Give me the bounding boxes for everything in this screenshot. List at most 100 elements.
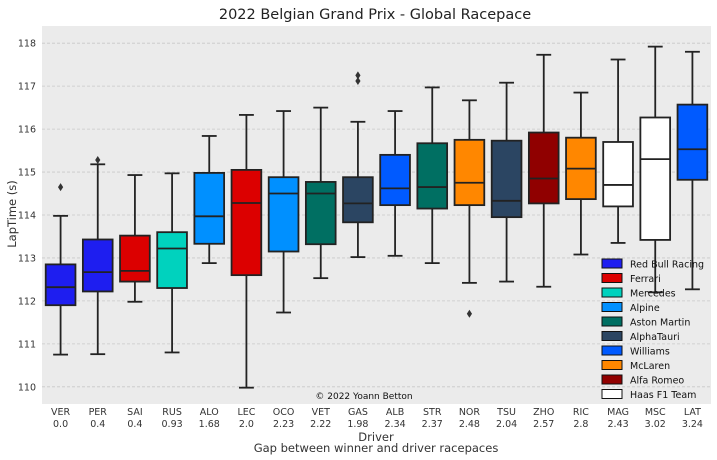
box (602, 141, 634, 208)
box-msc (639, 45, 672, 294)
legend-swatch (601, 287, 623, 298)
box (379, 153, 411, 207)
box-oco (267, 110, 300, 314)
box (44, 263, 77, 307)
x-tick-gap: 0.0 (53, 419, 68, 430)
legend-item: Williams (601, 345, 670, 358)
x-tick-gap: 2.37 (422, 419, 443, 430)
x-tick-gap: 2.57 (533, 419, 554, 430)
x-tick-gap: 2.04 (496, 419, 517, 430)
legend-swatch (601, 302, 623, 312)
legend-item: Ferrari (601, 273, 661, 285)
box-lat (676, 50, 709, 291)
box (416, 142, 449, 210)
legend: Red Bull Racing Ferrari Mercedes Alpine Asto… (601, 258, 704, 401)
box (193, 172, 226, 245)
grid-lines (42, 42, 711, 388)
x-tick-gap: 2.43 (608, 419, 629, 430)
y-tick-label: 111 (18, 339, 36, 350)
box-rus (156, 172, 188, 354)
legend-item: McLaren (601, 360, 670, 372)
x-tick-driver: STR (423, 407, 442, 418)
outlier-marker (95, 156, 101, 165)
chart-title: 2022 Belgian Grand Prix - Global Racepac… (219, 7, 531, 23)
x-axis-label: Driver (358, 430, 394, 444)
x-axis-sublabel: Gap between winner and driver racepaces (254, 441, 499, 455)
x-tick-driver: TSU (496, 407, 516, 418)
legend-item: Alpine (601, 302, 660, 314)
legend-item: Red Bull Racing (601, 258, 704, 271)
x-tick-labels: VER0.0PER0.4SAI0.4RUS0.93ALO1.68LEC2.0OC… (51, 407, 703, 430)
y-tick-label: 112 (18, 296, 36, 307)
x-tick-driver: RUS (162, 407, 182, 418)
x-tick-gap: 2.34 (385, 419, 406, 430)
legend-label: Ferrari (630, 274, 661, 285)
y-tick-labels: 110 111 112 113 114 115 116 117 118 (18, 39, 36, 394)
box-plots (44, 45, 709, 389)
legend-label: AlphaTauri (630, 332, 680, 343)
y-tick-label: 113 (18, 253, 36, 264)
legend-swatch (601, 258, 623, 269)
box-tsu (490, 81, 523, 283)
legend-label: Aston Martin (630, 318, 690, 329)
x-tick-driver: ALB (386, 407, 404, 418)
box-sai (119, 174, 151, 303)
box (156, 231, 188, 289)
box-zho (527, 53, 560, 288)
box-nor (453, 99, 486, 318)
legend-swatch (601, 331, 623, 341)
x-tick-gap: 3.02 (645, 419, 666, 430)
x-tick-driver: GAS (348, 407, 368, 418)
x-tick-driver: RIC (573, 407, 589, 418)
x-tick-gap: 2.48 (459, 419, 480, 430)
legend-label: Mercedes (630, 289, 676, 300)
box-alb (379, 110, 411, 257)
box-per (81, 156, 114, 356)
box-gas (342, 71, 374, 258)
box (304, 181, 337, 246)
x-tick-gap: 0.4 (127, 419, 142, 430)
legend-item: AlphaTauri (601, 331, 680, 343)
x-tick-driver: MSC (645, 407, 666, 418)
legend-label: Haas F1 Team (630, 390, 696, 401)
x-tick-driver: ALO (200, 407, 219, 418)
box (676, 103, 709, 181)
x-tick-gap: 2.8 (573, 419, 588, 430)
legend-swatch (601, 389, 623, 399)
box-vet (304, 106, 337, 280)
x-tick-gap: 3.24 (682, 419, 703, 430)
box (527, 131, 560, 205)
outlier-marker (355, 71, 361, 80)
box-ver (44, 183, 77, 356)
box-mag (602, 58, 634, 244)
x-tick-driver: MAG (607, 407, 629, 418)
box (119, 234, 151, 283)
box-alo (193, 135, 226, 265)
outlier-marker (466, 309, 473, 318)
box (267, 176, 300, 253)
legend-label: Red Bull Racing (630, 260, 704, 271)
box (453, 138, 486, 207)
box-str (416, 86, 449, 265)
outlier-marker (355, 76, 361, 85)
x-tick-driver: PER (89, 407, 108, 418)
x-tick-driver: OCO (273, 407, 295, 418)
x-tick-gap: 2.22 (310, 419, 331, 430)
x-tick-gap: 1.68 (199, 419, 220, 430)
legend-swatch (601, 345, 623, 356)
legend-label: McLaren (630, 361, 670, 372)
legend-item: Haas F1 Team (601, 389, 696, 401)
outlier-marker (57, 183, 64, 192)
legend-item: Alfa Romeo (601, 374, 684, 387)
copyright-note: © 2022 Yoann Betton (315, 392, 412, 402)
x-tick-gap: 2.0 (239, 419, 254, 430)
y-tick-label: 115 (18, 168, 36, 179)
x-tick-driver: VET (312, 407, 331, 418)
y-tick-label: 110 (18, 382, 36, 393)
x-tick-driver: ZHO (533, 407, 554, 418)
y-axis-label: LapTime (s) (5, 180, 19, 248)
x-tick-gap: 0.4 (90, 419, 105, 430)
box (81, 238, 114, 293)
legend-item: Aston Martin (601, 316, 690, 329)
legend-swatch (601, 273, 623, 283)
